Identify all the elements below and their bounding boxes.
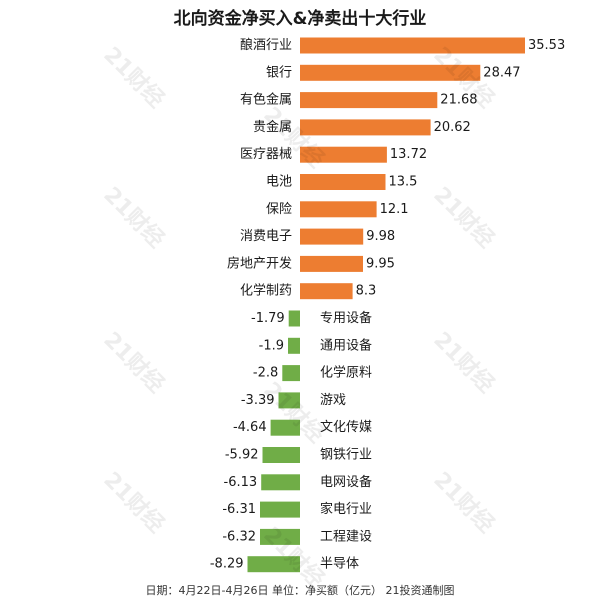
bar (288, 337, 300, 354)
category-label: 钢铁行业 (320, 448, 372, 463)
value-label: 9.95 (366, 256, 395, 271)
value-label: 13.5 (389, 175, 418, 190)
bar (260, 501, 300, 518)
bar (300, 228, 364, 245)
category-label: 化学制药 (240, 283, 292, 299)
bar (300, 37, 525, 54)
value-label: -4.64 (233, 420, 267, 435)
bar (300, 174, 386, 190)
bar (247, 556, 300, 573)
value-label: -6.13 (224, 475, 258, 490)
bar (300, 119, 431, 136)
category-label: 家电行业 (320, 501, 372, 517)
bar (262, 447, 300, 463)
category-label: 有色金属 (240, 92, 292, 108)
value-label: 21.68 (440, 93, 477, 108)
category-label: 工程建设 (320, 529, 372, 544)
bar (260, 528, 300, 545)
bar (278, 392, 300, 409)
value-label: -1.79 (251, 311, 285, 326)
category-label: 化学原料 (320, 365, 372, 381)
category-label: 文化传媒 (320, 420, 372, 435)
chart-title: 北向资金净买入&净卖出十大行业 (173, 9, 427, 29)
value-label: 20.62 (434, 120, 471, 135)
value-label: -6.32 (222, 529, 256, 544)
category-label: 银行 (266, 65, 292, 80)
bar (300, 201, 377, 218)
bar (270, 419, 300, 436)
category-label: 酿酒行业 (240, 37, 292, 53)
bar (261, 474, 300, 491)
bar (300, 92, 438, 109)
category-label: 房地产开发 (227, 255, 292, 271)
category-label: 游戏 (320, 393, 346, 408)
category-label: 消费电子 (240, 229, 292, 244)
category-label: 电网设备 (320, 474, 372, 490)
value-label: -5.92 (225, 448, 259, 463)
bar (300, 64, 481, 81)
category-label: 通用设备 (320, 337, 372, 353)
bar (300, 283, 353, 300)
value-label: -8.29 (210, 557, 244, 572)
value-label: -6.31 (222, 502, 256, 517)
bar (300, 146, 387, 163)
value-label: 13.72 (390, 147, 427, 162)
category-label: 专用设备 (320, 310, 372, 326)
category-label: 半导体 (320, 557, 359, 572)
value-label: 28.47 (483, 65, 520, 80)
value-label: 9.98 (366, 229, 395, 244)
category-label: 医疗器械 (240, 147, 292, 162)
value-label: 35.53 (528, 38, 565, 53)
bar (288, 310, 300, 327)
value-label: -3.39 (241, 393, 275, 408)
category-label: 贵金属 (253, 119, 292, 135)
category-label: 保险 (266, 202, 292, 217)
value-label: 12.1 (380, 202, 409, 217)
bar (300, 255, 363, 272)
value-label: -1.9 (259, 338, 284, 353)
chart-footer: 日期：4月22日-4月26日 单位：净买额（亿元） 21投资通制图 (145, 584, 455, 597)
bar (282, 365, 300, 382)
category-label: 电池 (266, 175, 292, 190)
value-label: 8.3 (356, 284, 377, 299)
value-label: -2.8 (253, 366, 278, 381)
